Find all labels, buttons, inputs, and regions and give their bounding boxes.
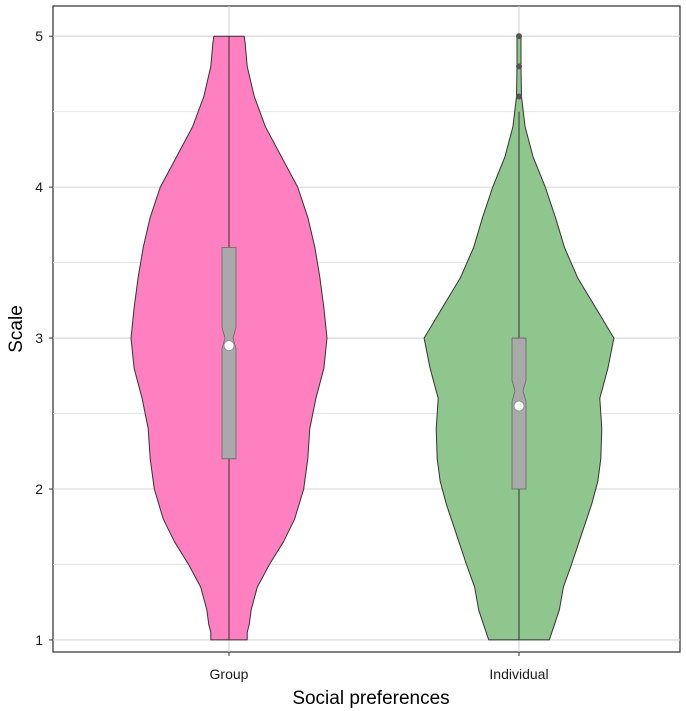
y-axis: 1 2 3 4 5 — [35, 28, 53, 648]
outlier-point — [516, 33, 522, 40]
x-tick-label: Group — [210, 666, 249, 682]
boxplots — [221, 33, 527, 640]
y-tick-label: 2 — [35, 481, 43, 497]
y-tick-label: 5 — [35, 28, 43, 44]
x-tick-label: Individual — [489, 666, 548, 682]
iqr-box — [221, 247, 237, 460]
mean-point — [513, 400, 525, 412]
y-axis-title: Scale — [6, 305, 27, 353]
iqr-box — [511, 337, 527, 490]
outlier-point — [516, 93, 522, 100]
x-axis: Group Individual — [210, 652, 549, 682]
mean-point — [223, 340, 235, 352]
y-tick-label: 3 — [35, 330, 43, 346]
y-tick-label: 1 — [35, 632, 43, 648]
outlier-point — [516, 63, 522, 70]
x-axis-title: Social preferences — [292, 688, 449, 709]
y-tick-label: 4 — [35, 179, 43, 195]
